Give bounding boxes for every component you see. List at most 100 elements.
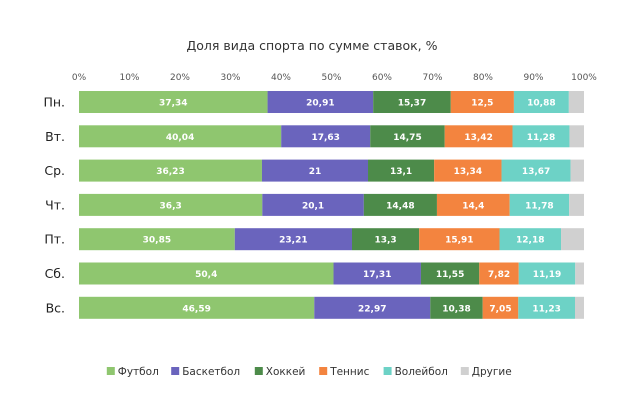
legend-label: Хоккей [266, 366, 306, 378]
data-label: 10,38 [442, 304, 470, 314]
data-label: 12,18 [516, 236, 544, 246]
bar-segment [501, 159, 571, 182]
legend-label: Волейбол [395, 366, 448, 378]
data-label: 7,82 [488, 270, 510, 280]
legend-item: Другие [460, 366, 512, 378]
data-label: 11,78 [525, 201, 553, 211]
data-label: 20,91 [306, 99, 334, 109]
bar-row: Пн. 37,34 20,91 15,37 12,5 10,88 [43, 91, 584, 113]
data-label: 13,34 [454, 167, 482, 177]
bar-segment [368, 159, 435, 182]
bar-segment [513, 91, 569, 113]
data-label: 13,42 [464, 133, 492, 143]
legend-swatch [171, 367, 180, 375]
data-label: 14,4 [462, 201, 484, 211]
x-tick-label: 0% [72, 73, 87, 83]
bar-segment [570, 159, 584, 182]
bar-segment [479, 262, 519, 285]
bar-row: Сб. 50,4 17,31 11,55 7,82 11,19 [45, 262, 584, 285]
category-label: Вт. [45, 129, 65, 144]
category-label: Ср. [44, 163, 65, 178]
x-axis: 0% 10% 20% 30% 40% 50% 60% 70% 80% 90% 100% [72, 73, 597, 83]
bar-segment [352, 228, 420, 251]
data-label: 13,1 [390, 167, 412, 177]
bar-segment [419, 228, 500, 251]
legend-item: Баскетбол [171, 366, 240, 378]
data-label: 20,1 [302, 201, 324, 211]
bar-segment [518, 262, 576, 285]
bar-row: Пт. 30,85 23,21 13,3 15,91 12,18 [44, 228, 584, 251]
x-tick-label: 80% [473, 73, 493, 83]
legend-label: Баскетбол [182, 366, 240, 378]
x-tick-label: 10% [119, 73, 139, 83]
data-label: 21 [309, 167, 322, 177]
bar-segment [430, 296, 483, 319]
bar-segment [281, 125, 371, 148]
data-label: 12,5 [471, 99, 493, 109]
data-label: 17,63 [311, 133, 339, 143]
x-tick-label: 30% [220, 73, 240, 83]
data-label: 15,91 [445, 236, 473, 246]
data-label: 10,88 [527, 99, 555, 109]
chart-title: Доля вида спорта по сумме ставок, % [187, 38, 438, 53]
bar-segment [569, 193, 584, 216]
legend-swatch [460, 367, 469, 375]
legend-item: Волейбол [383, 366, 448, 378]
data-label: 50,4 [195, 270, 217, 280]
bar-segment [79, 159, 262, 182]
bar-segment [363, 193, 437, 216]
legend-swatch [319, 367, 328, 375]
bar-segment [261, 159, 369, 182]
bar-segment [434, 159, 502, 182]
bar-segment [333, 262, 421, 285]
bar-segment [561, 228, 584, 251]
category-label: Пт. [44, 232, 65, 247]
bar-segment [482, 296, 519, 319]
bar-segment [518, 296, 576, 319]
bar-segment [79, 262, 334, 285]
legend-item: Футбол [106, 366, 159, 378]
data-label: 17,31 [363, 270, 391, 280]
data-label: 36,3 [160, 201, 182, 211]
category-label: Сб. [45, 266, 65, 281]
data-label: 23,21 [279, 236, 307, 246]
x-tick-label: 70% [422, 73, 442, 83]
legend-item: Теннис [319, 366, 370, 378]
legend-label: Футбол [118, 366, 159, 378]
data-label: 11,23 [532, 304, 560, 314]
bar-row: Ср. 36,23 21 13,1 13,34 13,67 [44, 159, 584, 182]
bar-segment [373, 91, 451, 113]
bar-segment [575, 296, 584, 319]
data-label: 46,59 [182, 304, 210, 314]
bar-segment [370, 125, 445, 148]
legend-item: Хоккей [254, 366, 306, 378]
category-label: Пн. [43, 95, 65, 110]
legend-swatch [254, 367, 263, 375]
data-label: 13,67 [522, 167, 550, 177]
legend: Футбол Баскетбол Хоккей Теннис Волейбол Други… [106, 366, 512, 378]
bar-segment [314, 296, 431, 319]
bar-segment [569, 125, 584, 148]
data-label: 7,05 [489, 304, 511, 314]
legend-label: Другие [472, 366, 512, 378]
data-label: 13,3 [374, 236, 396, 246]
legend-label: Теннис [329, 366, 369, 378]
bar-row: Чт. 36,3 20,1 14,48 14,4 11,78 [45, 193, 584, 216]
data-label: 11,28 [527, 133, 555, 143]
bars: Пн. 37,34 20,91 15,37 12,5 10,88 Вт. 40,04 17,63… [43, 91, 584, 319]
data-label: 11,19 [533, 270, 561, 280]
bar-segment [262, 193, 364, 216]
data-label: 37,34 [159, 99, 187, 109]
x-tick-label: 60% [372, 73, 392, 83]
data-label: 14,75 [393, 133, 421, 143]
bar-segment [79, 125, 282, 148]
bar-segment [509, 193, 570, 216]
data-label: 22,97 [358, 304, 386, 314]
x-tick-label: 90% [523, 73, 543, 83]
data-label: 14,48 [386, 201, 414, 211]
bar-row: Вс. 46,59 22,97 10,38 7,05 11,23 [46, 296, 584, 319]
bar-segment [436, 193, 510, 216]
legend-swatch [106, 367, 115, 375]
bar-segment [420, 262, 480, 285]
